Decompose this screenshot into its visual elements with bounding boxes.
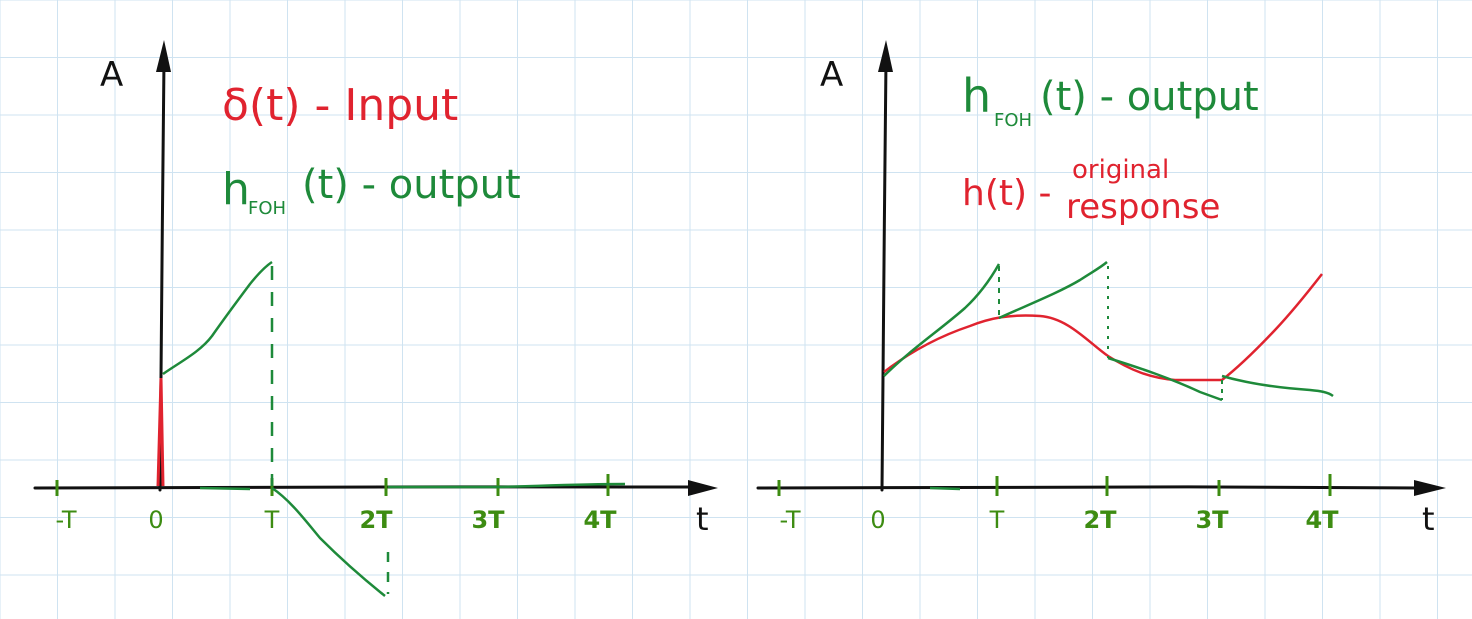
left-output-legend-sub: FOH [248, 198, 286, 219]
left-foh-output-fall [271, 486, 386, 597]
right-tick-label: 2T [1083, 506, 1117, 534]
right-foh-segment-3 [1107, 356, 1223, 402]
left-impulse-input [156, 377, 165, 487]
right-tick-label: 3T [1195, 506, 1229, 534]
left-output-legend-h: h [222, 164, 250, 215]
right-tick-label: 0 [870, 506, 885, 534]
left-tick-label: 0 [148, 506, 163, 534]
right-y-axis [880, 58, 888, 492]
right-tick-label: 4T [1305, 506, 1339, 534]
right-panel: A t -T 0 T 2T 3T 4T [756, 40, 1446, 538]
right-foh-segment-2 [998, 261, 1108, 320]
right-x-axis [756, 485, 1422, 490]
left-foh-output-tail [388, 482, 626, 489]
right-original-legend-line2: response [1066, 187, 1220, 227]
right-tick-label: -T [779, 506, 800, 534]
left-tick-label: 4T [583, 506, 617, 534]
left-tick-label: -T [55, 506, 76, 534]
right-x-axis-label: t [1422, 500, 1435, 538]
left-output-legend: h FOH (t) - output [222, 162, 521, 219]
right-foh-segment-1 [883, 263, 1001, 377]
left-x-axis-label: t [696, 500, 709, 538]
right-y-axis-label: A [820, 55, 843, 95]
left-foh-output-rise [162, 260, 273, 376]
right-original-legend-h: h(t) - [962, 173, 1051, 214]
left-x-axis [33, 485, 702, 490]
left-tick-marks [55, 474, 610, 496]
right-tick-marks [777, 474, 1332, 496]
left-output-legend-rest: (t) - output [302, 162, 521, 208]
right-foh-segment-4 [1221, 374, 1334, 398]
left-y-axis-arrow [156, 40, 171, 72]
left-tick-label: 3T [471, 506, 505, 534]
left-foh-output-zero [199, 486, 251, 491]
left-y-axis-label: A [100, 55, 123, 95]
left-tick-label: 2T [359, 506, 393, 534]
right-output-legend: h FOH (t) - output [962, 69, 1259, 131]
right-original-legend-line1: original [1072, 155, 1169, 185]
right-output-legend-sub: FOH [994, 110, 1032, 131]
right-output-legend-rest: (t) - output [1040, 74, 1259, 120]
left-panel: A t -T 0 T 2T 3T 4T δ(t) - Input [33, 40, 718, 597]
right-y-axis-arrow [878, 40, 893, 72]
right-tick-label: T [989, 506, 1005, 534]
right-original-response [883, 273, 1323, 382]
right-output-legend-h: h [962, 69, 991, 123]
right-x-axis-arrow [1414, 480, 1446, 496]
right-foh-output-zero [929, 486, 961, 491]
left-input-legend: δ(t) - Input [222, 80, 458, 131]
left-tick-label: T [264, 506, 280, 534]
right-original-legend: h(t) - original response [962, 155, 1220, 227]
left-x-axis-arrow [688, 480, 718, 496]
